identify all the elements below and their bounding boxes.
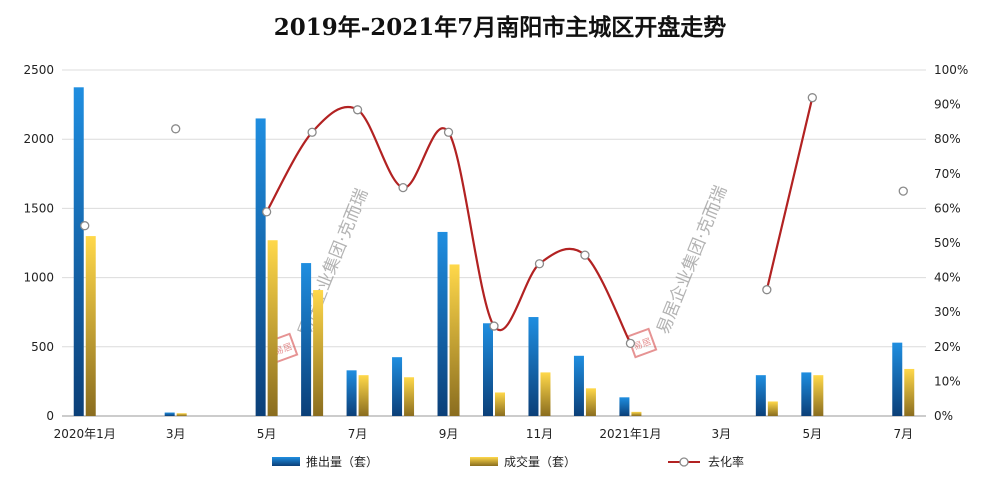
y-tick-right: 100% [934, 63, 968, 77]
y-tick-right: 80% [934, 132, 961, 146]
rate-point [80, 221, 90, 231]
y-tick-right: 70% [934, 167, 961, 181]
legend-label-rate: 去化率 [708, 454, 744, 469]
x-tick-label: 3月 [166, 427, 186, 441]
bar-sold [449, 264, 460, 416]
bar-supply [301, 263, 312, 416]
bar-sold [404, 377, 415, 416]
gridlines [62, 69, 926, 417]
bar-supply [392, 357, 403, 416]
y-tick-right: 20% [934, 340, 961, 354]
y-tick-right: 10% [934, 374, 961, 388]
bar-supply [483, 323, 493, 416]
axes-layer: 0 500 1000 1500 2000 2500 0% 10% 20% 30% 40% 50% 60%… [23, 63, 968, 441]
x-tick-label: 3月 [712, 427, 732, 441]
y-tick-right: 40% [934, 271, 961, 285]
rate-point [580, 250, 590, 260]
rate-point [443, 127, 454, 137]
legend-swatch-sold [470, 457, 498, 466]
x-tick-label: 5月 [802, 427, 822, 441]
bar-sold [267, 240, 278, 416]
y-tick-left: 1500 [23, 201, 54, 215]
y-tick-right: 0% [934, 409, 953, 423]
legend-label-supply: 推出量（套） [306, 455, 378, 469]
bar-supply [801, 372, 812, 416]
bar-sold [540, 372, 551, 416]
rate-point [489, 321, 499, 331]
legend-label-sold: 成交量（套） [504, 454, 576, 469]
y-tick-right: 60% [934, 201, 961, 215]
y-tick-left: 1000 [23, 271, 54, 285]
bar-supply [73, 87, 84, 417]
bar-supply [255, 118, 266, 416]
x-tick-label: 9月 [439, 427, 459, 441]
y-tick-left: 2500 [23, 63, 54, 77]
bar-sold [767, 401, 778, 416]
bar-sold [358, 375, 369, 416]
bar-supply [437, 231, 448, 416]
bar-sold [176, 413, 187, 416]
legend-swatch-supply [272, 457, 300, 466]
y-tick-left: 500 [31, 340, 54, 354]
legend: 推出量（套） 成交量（套） 去化率 [272, 454, 744, 469]
bar-sold [85, 236, 96, 416]
rate-line [265, 105, 632, 344]
bar-supply [619, 397, 630, 416]
x-tick-label: 11月 [526, 427, 553, 441]
x-tick-label: 7月 [348, 427, 368, 441]
bar-sold [313, 290, 324, 416]
x-tick-label: 7月 [893, 427, 913, 441]
rate-line-layer [80, 93, 908, 348]
rate-point [352, 105, 363, 115]
rate-point [762, 285, 772, 295]
bar-supply [755, 375, 766, 416]
bar-sold [631, 411, 642, 416]
rate-point [261, 207, 272, 217]
rate-point [307, 127, 317, 137]
bar-supply [164, 412, 175, 416]
rate-point [625, 338, 636, 348]
chart-title: 2019年-2021年7月南阳市主城区开盘走势 [273, 14, 727, 41]
y-tick-left: 0 [46, 409, 54, 423]
bar-supply [346, 370, 357, 416]
bar-sold [813, 375, 824, 416]
x-tick-label: 2020年1月 [54, 427, 116, 441]
bar-supply [573, 355, 584, 416]
x-tick-label: 2021年1月 [599, 427, 661, 441]
rate-point [398, 182, 408, 193]
y-tick-right: 90% [934, 98, 961, 112]
bar-sold [495, 392, 505, 416]
bar-sold [904, 368, 915, 416]
bar-supply [528, 317, 539, 416]
rate-point [898, 186, 908, 196]
rate-line [765, 97, 814, 290]
watermark-text: 易居企业集团·克而瑞 [653, 183, 731, 337]
y-tick-right: 30% [934, 305, 961, 319]
bar-supply [892, 342, 903, 416]
y-tick-left: 2000 [23, 132, 54, 146]
rate-point [807, 93, 817, 103]
y-tick-right: 50% [934, 236, 961, 250]
legend-marker-rate [679, 457, 689, 467]
x-tick-label: 5月 [257, 427, 277, 441]
bars-layer [73, 87, 915, 417]
rate-point [171, 124, 181, 134]
rate-point [534, 259, 545, 269]
bar-sold [585, 388, 596, 416]
seal-text: 易居 [632, 336, 653, 352]
